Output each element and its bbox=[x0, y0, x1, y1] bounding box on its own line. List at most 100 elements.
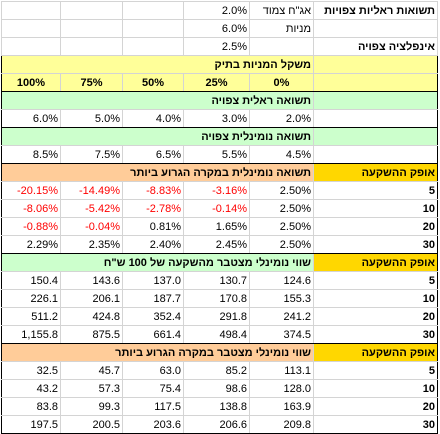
bond-value-cell[interactable]: 2.0% bbox=[183, 1, 250, 20]
table-cell[interactable]: 143.6 bbox=[60, 271, 123, 290]
stocks-value-cell[interactable]: 6.0% bbox=[183, 19, 250, 38]
table-cell[interactable]: 7.5% bbox=[60, 145, 123, 164]
table-cell[interactable]: 5.5% bbox=[183, 145, 250, 164]
table-cell[interactable]: 124.6 bbox=[249, 271, 314, 290]
table-cell[interactable]: 206.6 bbox=[183, 415, 250, 434]
table-cell[interactable]: 113.1 bbox=[249, 361, 314, 380]
table-cell[interactable]: 374.5 bbox=[249, 325, 314, 344]
horizon-cell[interactable]: 30 bbox=[313, 415, 438, 434]
weights-title-cell[interactable]: משקל המניות בתיק bbox=[1, 55, 314, 74]
table-cell[interactable]: 1.65% bbox=[183, 217, 250, 236]
table-cell[interactable]: 6.0% bbox=[1, 109, 61, 128]
table-cell[interactable]: -0.14% bbox=[183, 199, 250, 218]
horizon-cell[interactable]: 30 bbox=[313, 325, 438, 344]
worst-value-title-cell[interactable]: שווי נומינלי מצטבר במקרה הגרוע ביותר bbox=[1, 343, 314, 362]
horizon-cell[interactable]: 5 bbox=[313, 361, 438, 380]
table-cell[interactable]: -20.15% bbox=[1, 181, 61, 200]
table-cell[interactable]: -8.06% bbox=[1, 199, 61, 218]
table-cell[interactable]: 75.4 bbox=[122, 379, 184, 398]
table-cell[interactable]: 57.3 bbox=[60, 379, 123, 398]
weight-col-25[interactable]: 25% bbox=[183, 73, 250, 92]
table-cell[interactable]: 98.6 bbox=[183, 379, 250, 398]
horizon-label-cell[interactable]: אופק ההשקעה bbox=[313, 163, 438, 182]
weight-col-50[interactable]: 50% bbox=[122, 73, 184, 92]
table-cell[interactable]: 291.8 bbox=[183, 307, 250, 326]
table-cell[interactable]: 203.6 bbox=[122, 415, 184, 434]
real-return-title-cell[interactable]: תשואה ראלית צפויה bbox=[1, 91, 314, 110]
table-cell[interactable]: -2.78% bbox=[122, 199, 184, 218]
horizon-cell[interactable]: 30 bbox=[313, 235, 438, 254]
table-cell[interactable]: 197.5 bbox=[1, 415, 61, 434]
horizon-cell[interactable]: 20 bbox=[313, 397, 438, 416]
inflation-label-cell[interactable]: אינפלציה צפויה bbox=[313, 37, 438, 56]
table-cell[interactable]: 661.4 bbox=[122, 325, 184, 344]
table-cell[interactable]: 117.5 bbox=[122, 397, 184, 416]
table-cell[interactable]: 2.50% bbox=[249, 217, 314, 236]
table-cell[interactable]: 498.4 bbox=[183, 325, 250, 344]
table-cell[interactable]: 170.8 bbox=[183, 289, 250, 308]
table-cell[interactable]: 4.0% bbox=[122, 109, 184, 128]
horizon-label-cell[interactable]: אופק ההשקעה bbox=[313, 253, 438, 272]
table-cell[interactable]: 155.3 bbox=[249, 289, 314, 308]
table-cell[interactable]: 2.45% bbox=[183, 235, 250, 254]
horizon-cell[interactable]: 10 bbox=[313, 289, 438, 308]
horizon-label-cell[interactable]: אופק ההשקעה bbox=[313, 343, 438, 362]
table-cell[interactable]: -3.16% bbox=[183, 181, 250, 200]
table-cell[interactable]: 511.2 bbox=[1, 307, 61, 326]
table-cell[interactable]: 2.50% bbox=[249, 235, 314, 254]
table-cell[interactable]: 137.0 bbox=[122, 271, 184, 290]
table-cell[interactable]: 5.0% bbox=[60, 109, 123, 128]
table-cell[interactable]: 2.29% bbox=[1, 235, 61, 254]
accumulated-title-cell[interactable]: שווי נומינלי מצטבר מהשקעה של 100 ש"ח bbox=[1, 253, 314, 272]
table-cell[interactable]: 200.5 bbox=[60, 415, 123, 434]
table-cell[interactable]: 128.0 bbox=[249, 379, 314, 398]
bond-label-cell[interactable]: אג"ח צמוד bbox=[249, 1, 314, 20]
horizon-cell[interactable]: 5 bbox=[313, 271, 438, 290]
table-cell[interactable]: 138.8 bbox=[183, 397, 250, 416]
table-cell[interactable]: 2.50% bbox=[249, 181, 314, 200]
worst-return-title-cell[interactable]: תשואה נומינלית במקרה הגרוע ביותר bbox=[1, 163, 314, 182]
table-cell[interactable]: 1,155.8 bbox=[1, 325, 61, 344]
table-cell[interactable]: -0.04% bbox=[60, 217, 123, 236]
table-cell[interactable]: -14.49% bbox=[60, 181, 123, 200]
table-cell[interactable]: 226.1 bbox=[1, 289, 61, 308]
table-cell[interactable]: -5.42% bbox=[60, 199, 123, 218]
table-cell[interactable]: 2.0% bbox=[249, 109, 314, 128]
table-cell[interactable]: 209.8 bbox=[249, 415, 314, 434]
stocks-label-cell[interactable]: מניות bbox=[249, 19, 314, 38]
table-cell[interactable]: 32.5 bbox=[1, 361, 61, 380]
weight-col-0[interactable]: 0% bbox=[249, 73, 314, 92]
table-cell[interactable]: 206.1 bbox=[60, 289, 123, 308]
table-cell[interactable]: 85.2 bbox=[183, 361, 250, 380]
horizon-cell[interactable]: 10 bbox=[313, 379, 438, 398]
table-cell[interactable]: 424.8 bbox=[60, 307, 123, 326]
table-cell[interactable]: 241.2 bbox=[249, 307, 314, 326]
table-cell[interactable]: 45.7 bbox=[60, 361, 123, 380]
table-cell[interactable]: 6.5% bbox=[122, 145, 184, 164]
table-cell[interactable]: 43.2 bbox=[1, 379, 61, 398]
table-cell[interactable]: 8.5% bbox=[1, 145, 61, 164]
table-cell[interactable]: 0.81% bbox=[122, 217, 184, 236]
table-cell[interactable]: 2.50% bbox=[249, 199, 314, 218]
table-cell[interactable]: 3.0% bbox=[183, 109, 250, 128]
table-cell[interactable]: 99.3 bbox=[60, 397, 123, 416]
table-cell[interactable]: -0.88% bbox=[1, 217, 61, 236]
table-cell[interactable]: 2.35% bbox=[60, 235, 123, 254]
horizon-cell[interactable]: 20 bbox=[313, 217, 438, 236]
inflation-value-cell[interactable]: 2.5% bbox=[183, 37, 250, 56]
nominal-return-title-cell[interactable]: תשואה נומינלית צפויה bbox=[1, 127, 314, 146]
table-cell[interactable]: -8.83% bbox=[122, 181, 184, 200]
horizon-cell[interactable]: 10 bbox=[313, 199, 438, 218]
table-cell[interactable]: 352.4 bbox=[122, 307, 184, 326]
table-cell[interactable]: 150.4 bbox=[1, 271, 61, 290]
table-cell[interactable]: 875.5 bbox=[60, 325, 123, 344]
table-cell[interactable]: 2.40% bbox=[122, 235, 184, 254]
horizon-cell[interactable]: 20 bbox=[313, 307, 438, 326]
table-cell[interactable]: 187.7 bbox=[122, 289, 184, 308]
weight-col-100[interactable]: 100% bbox=[1, 73, 61, 92]
table-cell[interactable]: 163.9 bbox=[249, 397, 314, 416]
table-cell[interactable]: 4.5% bbox=[249, 145, 314, 164]
table-cell[interactable]: 83.8 bbox=[1, 397, 61, 416]
table-cell[interactable]: 63.0 bbox=[122, 361, 184, 380]
real-returns-label-cell[interactable]: תשואות ראליות צפויות bbox=[313, 1, 438, 20]
